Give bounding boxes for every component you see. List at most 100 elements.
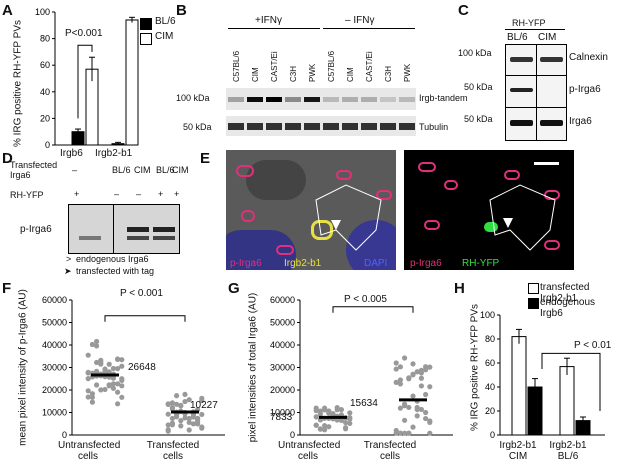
panel-h-bar	[559, 366, 575, 436]
panel-b-band-irgb	[304, 97, 320, 102]
panel-f-point	[169, 400, 175, 406]
panel-f-point	[85, 394, 91, 400]
panel-d-row1-label: Transfected Irga6	[10, 160, 58, 180]
panel-f-point	[190, 421, 196, 427]
panel-g-point	[347, 410, 353, 416]
panel-f-point	[115, 401, 121, 407]
panel-g-point	[418, 406, 424, 413]
panel-b-band-irgb	[323, 97, 339, 102]
panel-f-point	[89, 394, 95, 400]
panel-f-point	[174, 393, 180, 399]
panel-f-ytick-label: 40000	[42, 340, 67, 350]
panel-f-ytick-label: 50000	[42, 318, 67, 328]
panel-f-point	[85, 376, 91, 382]
panel-b-lane-label: CAST/Ei	[365, 51, 374, 82]
panel-label-e: E	[200, 150, 211, 167]
panel-label-b: B	[176, 2, 187, 19]
panel-g-point	[326, 409, 332, 415]
panel-label-a: A	[2, 2, 13, 19]
panel-h-ytick-label: 20	[485, 406, 495, 416]
panel-f-ytick-label: 10000	[42, 408, 67, 418]
panel-h-legend-swatch-2	[528, 298, 539, 309]
panel-a-xcat-2: Irgb2-b1	[95, 148, 133, 159]
panel-g-point	[322, 427, 328, 433]
panel-g-sig-bracket	[332, 306, 414, 313]
panel-b-band-irgb	[399, 97, 415, 102]
panel-a-significance: P<0.001	[65, 28, 103, 39]
panel-g-point	[410, 361, 416, 367]
panel-a-ytick-label: 60	[40, 60, 50, 70]
panel-g-point	[402, 401, 408, 407]
panel-c-mw-50a: 50 kDa	[464, 82, 493, 92]
panel-f-point	[89, 341, 95, 348]
panel-f-sig-bracket	[104, 315, 186, 322]
panel-g-ytick-label: 50000	[270, 318, 295, 328]
panel-a-ytick-label: 100	[35, 7, 50, 17]
panel-label-d: D	[2, 150, 13, 167]
micrograph-merge-label-2: Irgb2-b1	[284, 258, 322, 269]
panel-c-blot-irga6: Irga6	[569, 116, 592, 127]
panel-f-point	[98, 387, 104, 393]
panel-g-point	[393, 366, 399, 372]
panel-f-point	[186, 397, 192, 403]
panel-f-xcat-2: Transfected cells	[146, 440, 200, 462]
panel-g-point	[313, 408, 319, 414]
panel-h-significance: P < 0.01	[574, 340, 612, 351]
panel-d-row2-val: +	[174, 189, 180, 199]
panel-d-row2-label: RH-YFP	[10, 190, 44, 200]
panel-g-point	[410, 393, 416, 399]
panel-a-ytick-label: 0	[45, 140, 50, 150]
panel-a-ytick-label: 40	[40, 87, 50, 97]
panel-f-point	[178, 402, 184, 409]
panel-label-f: F	[2, 280, 12, 297]
panel-b-band-irgb	[285, 97, 301, 102]
panel-h-bar	[511, 336, 527, 436]
panel-g-median-1: 7833	[270, 412, 293, 423]
panel-g-point	[427, 419, 433, 425]
panel-c-bracket	[505, 29, 565, 30]
panel-a-bar	[125, 19, 139, 146]
panel-b-band-tubulin	[266, 123, 282, 130]
panel-f-point	[119, 376, 125, 382]
panel-g-point	[423, 364, 429, 370]
panel-f-point	[94, 382, 100, 388]
panel-g-point	[402, 355, 408, 361]
panel-h-legend-1: transfected Irgb2-b1	[540, 282, 590, 304]
panel-b-band-irgb	[266, 97, 282, 102]
panel-f-point	[110, 375, 116, 381]
panel-g-point	[334, 405, 340, 411]
panel-a-xcat-1: Irgb6	[60, 148, 83, 159]
panel-f-point	[195, 416, 201, 422]
panel-f-point	[94, 343, 100, 349]
panel-f-point	[165, 428, 171, 434]
panel-g-point	[317, 426, 323, 432]
panel-h-ytick-label: 0	[490, 430, 495, 440]
panel-f-point	[174, 401, 180, 407]
panel-f-point	[169, 406, 175, 412]
panel-f-chart: 0 10000 20000 30000 40000 50000 60000	[42, 295, 225, 440]
panel-c-blot-pirga6: p-Irga6	[569, 84, 601, 95]
panel-g-point	[418, 370, 424, 376]
panel-f-point	[119, 383, 125, 389]
panel-g-significance: P < 0.005	[344, 294, 387, 305]
panel-f-xcat-1: Untransfected cells	[58, 440, 121, 462]
panel-g-point	[410, 424, 416, 430]
panel-g-point	[402, 430, 408, 436]
panel-g-point	[393, 360, 399, 366]
panel-h-legend-swatch-1	[528, 283, 539, 294]
legend-swatch-cim	[140, 33, 152, 45]
panel-f-point	[182, 391, 188, 398]
panel-d-legend-1: endogenous Irga6	[76, 254, 149, 264]
panel-f-point	[199, 395, 205, 401]
panel-g-ytick-label: 40000	[270, 340, 295, 350]
panel-f-point	[115, 381, 121, 387]
panel-c-blot	[505, 44, 567, 141]
panel-b-band-tubulin	[361, 123, 377, 130]
panel-h-ytick-label: 40	[485, 382, 495, 392]
panel-g-point	[347, 416, 353, 422]
panel-g-point	[343, 420, 349, 426]
panel-d-row1-val: CIM	[172, 165, 189, 175]
panel-b-band-tubulin	[399, 123, 415, 130]
panel-c-lane-bl6: BL/6	[507, 32, 528, 43]
panel-f-point	[115, 366, 121, 372]
